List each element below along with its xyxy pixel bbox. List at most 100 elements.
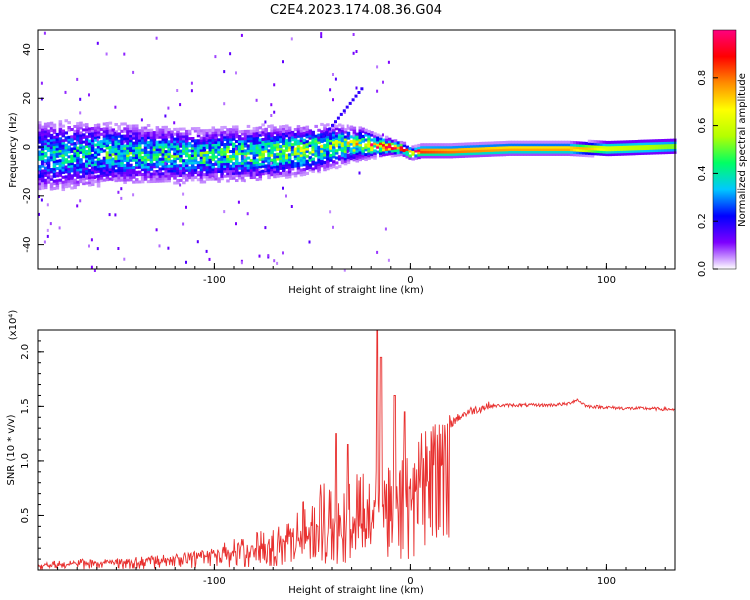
heatmap-cell — [334, 137, 339, 141]
heatmap-cell — [634, 144, 639, 148]
heatmap-cell — [46, 163, 51, 167]
heatmap-speckle — [267, 254, 270, 258]
heatmap-cell — [296, 125, 301, 129]
heatmap-cell — [170, 169, 174, 173]
heatmap-cell — [152, 162, 157, 166]
heatmap-cell — [437, 143, 442, 147]
heatmap-cell — [508, 150, 512, 154]
heatmap-cell — [352, 153, 357, 157]
heatmap-cell — [46, 180, 51, 184]
heatmap-speckle — [114, 105, 117, 109]
heatmap-cell — [155, 126, 160, 130]
heatmap-cell — [202, 138, 207, 142]
heatmap-speckle — [235, 147, 237, 151]
heatmap-cell — [361, 149, 365, 153]
heatmap-cell — [99, 166, 104, 170]
heatmap-cell — [208, 177, 213, 181]
heatmap-cell — [285, 156, 289, 160]
heatmap-cell — [267, 154, 271, 158]
heatmap-cell — [279, 137, 283, 141]
heatmap-cell — [58, 151, 63, 155]
heatmap-cell — [337, 143, 342, 147]
heatmap-cell — [285, 170, 289, 174]
heatmap-cell — [170, 137, 174, 141]
heatmap-cell — [46, 156, 51, 160]
heatmap-cell — [634, 147, 639, 151]
heatmap-cell — [38, 138, 42, 142]
heatmap-cell — [429, 145, 433, 149]
heatmap-cell — [143, 129, 148, 133]
heatmap-cell — [196, 139, 201, 143]
heatmap-cell — [590, 152, 595, 156]
heatmap-cell — [129, 134, 133, 138]
heatmap-cell — [249, 161, 254, 165]
heatmap-cell — [208, 128, 213, 132]
heatmap-cell — [576, 153, 580, 157]
heatmap-cell — [373, 156, 377, 160]
heatmap-cell — [423, 150, 427, 154]
heatmap-cell — [179, 132, 183, 136]
heatmap-cell — [49, 182, 54, 186]
heatmap-cell — [361, 154, 365, 158]
heatmap-cell — [255, 165, 260, 169]
heatmap-cell — [82, 152, 86, 156]
heatmap-cell — [46, 129, 51, 133]
heatmap-cell — [123, 134, 127, 138]
heatmap-speckle — [270, 162, 273, 165]
heatmap-cell — [146, 128, 151, 132]
heatmap-cell — [226, 167, 230, 171]
heatmap-cell — [117, 166, 121, 170]
heatmap-cell — [502, 143, 507, 147]
heatmap-cell — [211, 133, 216, 137]
heatmap-cell — [302, 172, 307, 176]
heatmap-cell — [258, 143, 263, 147]
heatmap-cell — [46, 173, 51, 177]
heatmap-speckle — [40, 81, 43, 85]
heatmap-cell — [364, 153, 368, 157]
heatmap-cell — [505, 143, 510, 147]
heatmap-cell — [279, 149, 283, 153]
heatmap-cell — [349, 154, 354, 158]
heatmap-cell — [343, 130, 348, 134]
heatmap-cell — [376, 145, 380, 149]
heatmap-cell — [43, 178, 48, 182]
heatmap-cell — [161, 174, 166, 178]
heatmap-cell — [534, 145, 539, 149]
heatmap-cell — [340, 139, 345, 143]
heatmap-cell — [161, 145, 166, 149]
heatmap-cell — [529, 145, 533, 149]
heatmap-cell — [158, 179, 163, 183]
heatmap-cell — [208, 143, 213, 147]
heatmap-cell — [255, 151, 260, 155]
heatmap-cell — [246, 151, 251, 155]
heatmap-cell — [235, 157, 239, 161]
heatmap-cell — [623, 140, 627, 144]
heatmap-cell — [158, 162, 163, 166]
colorbar: 0.00.20.40.60.8 Normalized spectral ampl… — [697, 29, 748, 277]
heatmap-cell — [458, 155, 462, 159]
heatmap-cell — [143, 148, 148, 152]
heatmap-cell — [158, 160, 163, 164]
heatmap-cell — [67, 160, 71, 164]
heatmap-cell — [70, 137, 74, 141]
heatmap-cell — [88, 171, 92, 175]
heatmap-cell — [46, 144, 51, 148]
heatmap-cell — [332, 126, 336, 130]
heatmap-cell — [58, 122, 63, 126]
heatmap-cell — [140, 180, 145, 184]
heatmap-cell — [105, 129, 110, 133]
heatmap-cell — [332, 162, 336, 166]
heatmap-cell — [176, 179, 180, 183]
heatmap-cell — [82, 167, 86, 171]
heatmap-cell — [258, 138, 263, 142]
heatmap-cell — [320, 159, 324, 163]
heatmap-cell — [282, 134, 286, 138]
heatmap-speckle — [38, 195, 40, 198]
heatmap-cell — [302, 141, 307, 145]
heatmap-cell — [487, 151, 492, 155]
heatmap-cell — [408, 149, 412, 153]
heatmap-cell — [373, 139, 377, 143]
heatmap-cell — [176, 152, 180, 156]
heatmap-cell — [108, 145, 113, 149]
heatmap-speckle — [237, 135, 240, 139]
